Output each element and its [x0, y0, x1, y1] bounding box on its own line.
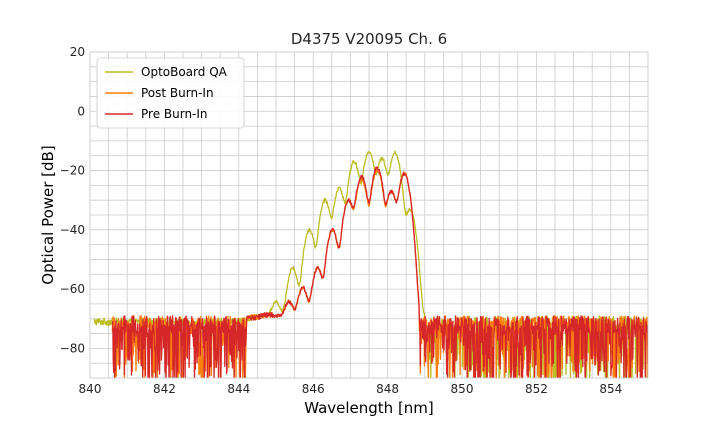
- x-tick-label: 842: [153, 382, 176, 396]
- plot-lines: [93, 150, 648, 378]
- legend-box: [96, 57, 245, 129]
- y-axis-title: Optical Power [dB]: [39, 145, 57, 284]
- legend: OptoBoard QA Post Burn-In Pre Burn-In: [96, 57, 245, 129]
- x-tick-label: 854: [599, 382, 622, 396]
- chart-title: D4375 V20095 Ch. 6: [291, 30, 447, 48]
- x-axis-title: Wavelength [nm]: [304, 399, 434, 417]
- x-tick-label: 840: [79, 382, 102, 396]
- y-tick-labels: −80 −60 −40 −20 0 20: [60, 45, 85, 355]
- y-tick-label: −60: [60, 282, 85, 296]
- y-tick-label: −20: [60, 164, 85, 178]
- x-tick-label: 846: [302, 382, 325, 396]
- y-tick-label: −40: [60, 223, 85, 237]
- plot-frame: [89, 51, 649, 379]
- y-tick-label: 0: [77, 104, 85, 118]
- x-tick-labels: 840 842 844 846 848 850 852 854: [79, 382, 623, 396]
- x-tick-label: 852: [525, 382, 548, 396]
- x-tick-label: 850: [451, 382, 474, 396]
- x-tick-label: 844: [227, 382, 250, 396]
- legend-label: Post Burn-In: [141, 86, 214, 100]
- y-tick-label: −80: [60, 341, 85, 355]
- series-line: [111, 166, 648, 378]
- legend-label: OptoBoard QA: [141, 65, 228, 79]
- y-tick-label: 20: [70, 45, 85, 59]
- x-tick-label: 848: [376, 382, 399, 396]
- legend-label: Pre Burn-In: [141, 107, 208, 121]
